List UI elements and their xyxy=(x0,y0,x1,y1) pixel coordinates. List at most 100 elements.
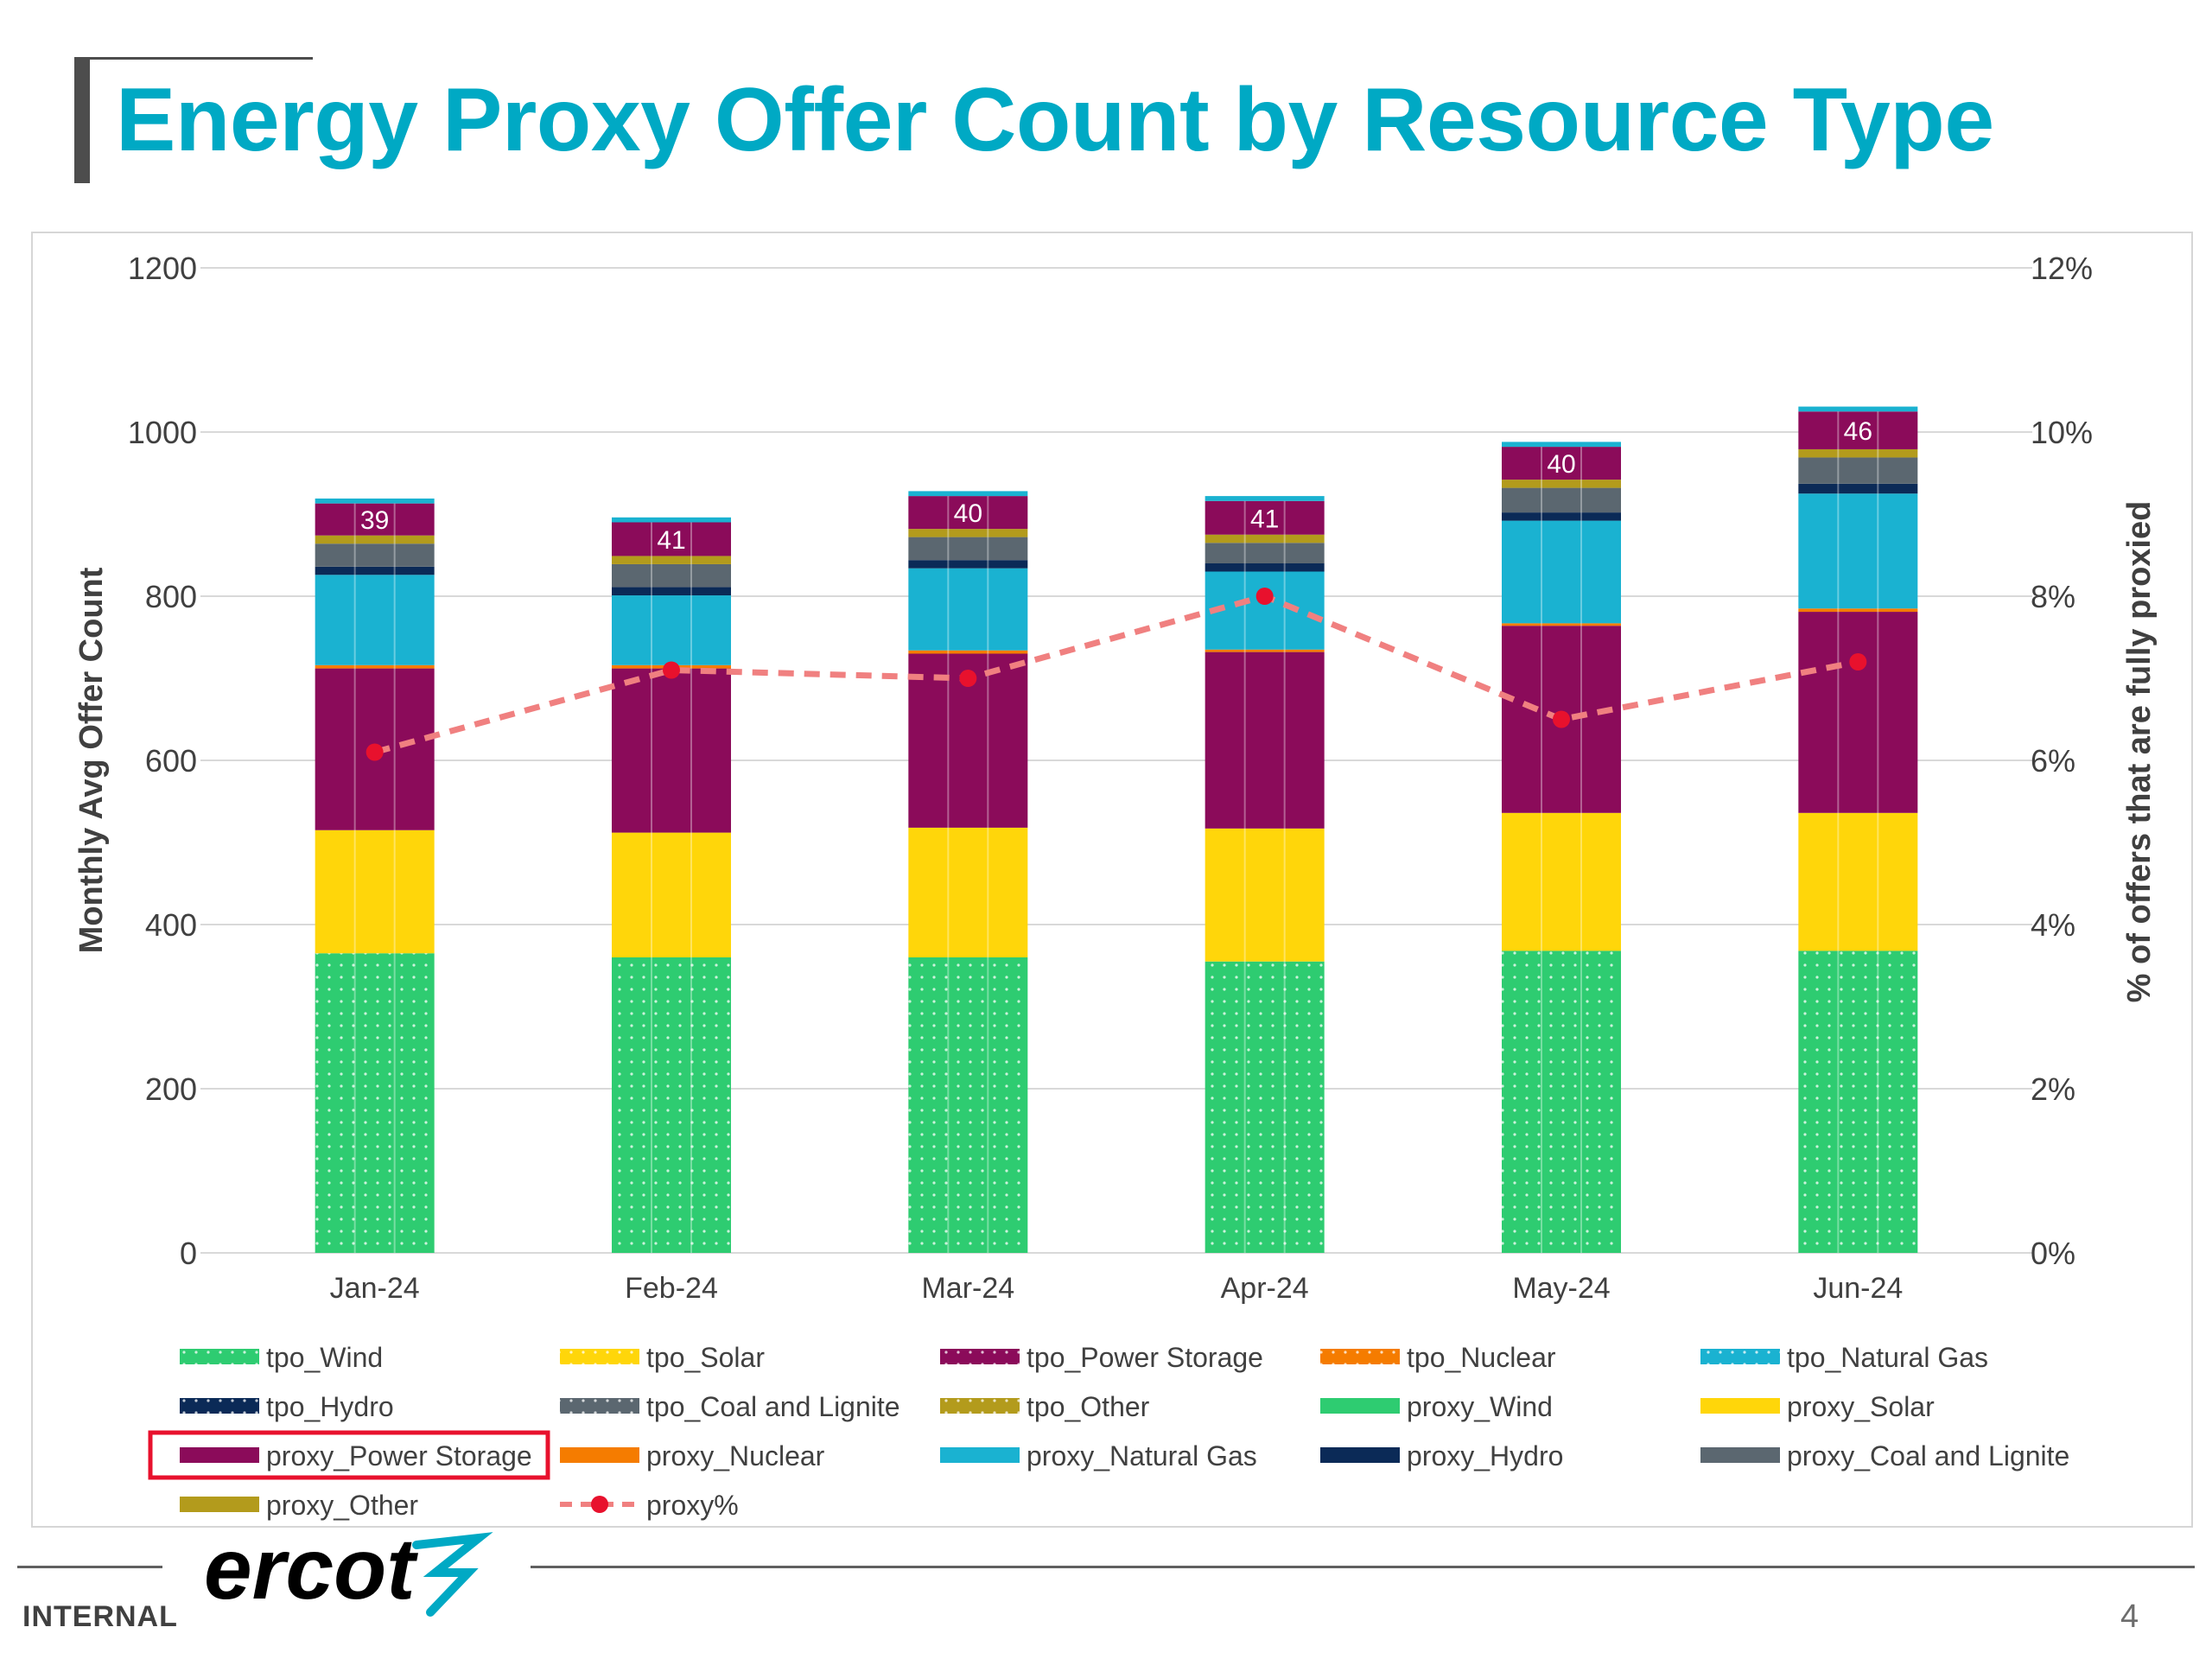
legend-swatch xyxy=(1320,1349,1400,1364)
y-right-tick-label: 0% xyxy=(2031,1236,2075,1271)
title-accent-rule xyxy=(74,57,313,60)
bar-segment xyxy=(315,575,435,665)
x-tick-label: Jun-24 xyxy=(1813,1272,1903,1305)
footer-label: INTERNAL xyxy=(22,1600,178,1633)
legend-item: tpo_Other xyxy=(940,1391,1150,1422)
legend-swatch xyxy=(180,1349,259,1364)
legend-swatch xyxy=(940,1349,1020,1364)
legend-swatch xyxy=(560,1447,639,1463)
legend-item: proxy_Other xyxy=(180,1490,418,1521)
title-accent-bar xyxy=(74,57,90,183)
legend-label: proxy% xyxy=(646,1490,739,1521)
bar-segment xyxy=(315,535,435,544)
y-axis-title: Monthly Avg Offer Count xyxy=(73,567,110,953)
y-tick-label: 1200 xyxy=(128,251,197,286)
legend-item: tpo_Natural Gas xyxy=(1700,1342,1988,1373)
y-right-tick-label: 2% xyxy=(2031,1071,2075,1107)
bar-segment xyxy=(1205,649,1325,652)
bar-segment xyxy=(908,957,1028,1253)
bar-segment xyxy=(1798,448,1918,458)
bar-segment xyxy=(1205,571,1325,650)
proxy-percent-point xyxy=(663,661,680,679)
legend-label: proxy_Nuclear xyxy=(646,1440,825,1471)
bar-segment xyxy=(1502,512,1621,521)
data-label: 41 xyxy=(657,526,685,555)
legend-item: proxy_Natural Gas xyxy=(940,1440,1257,1471)
bar-segment xyxy=(1502,480,1621,488)
bar-segment-top xyxy=(315,503,435,536)
bar-segment xyxy=(1798,457,1918,484)
legend-swatch xyxy=(940,1447,1020,1463)
footer-rule-right xyxy=(531,1566,2195,1568)
legend-item: tpo_Coal and Lignite xyxy=(560,1391,900,1422)
bar-segment xyxy=(1798,612,1918,813)
bar-segment-cap xyxy=(612,517,731,523)
bar-segment xyxy=(1502,623,1621,626)
bar-segment-cap xyxy=(908,491,1028,497)
legend-swatch xyxy=(1320,1447,1400,1463)
bar-segment xyxy=(1798,812,1918,951)
legend-swatch xyxy=(560,1398,639,1414)
footer-rule-left xyxy=(17,1566,162,1568)
legend-swatch xyxy=(560,1349,639,1364)
legend-item: tpo_Wind xyxy=(180,1342,383,1373)
proxy-percent-point xyxy=(1849,653,1867,671)
bar-segment xyxy=(612,587,731,596)
bar-segment-cap xyxy=(1205,496,1325,501)
bar-segment xyxy=(612,957,731,1253)
bar-segment xyxy=(1798,493,1918,609)
x-tick-label: May-24 xyxy=(1512,1272,1610,1305)
bar-segment xyxy=(612,556,731,564)
y-right-tick-label: 4% xyxy=(2031,907,2075,943)
bar-segment xyxy=(908,560,1028,569)
bar-segment-top xyxy=(908,496,1028,530)
legend-item: proxy% xyxy=(560,1490,739,1521)
bar-segment xyxy=(1205,828,1325,962)
data-label: 41 xyxy=(1250,505,1279,533)
y-right-axis-title: % of offers that are fully proxied xyxy=(2121,501,2158,1003)
bar-segment-top xyxy=(1798,411,1918,449)
bar-segment xyxy=(1798,483,1918,494)
legend-item: tpo_Solar xyxy=(560,1342,765,1373)
legend-swatch xyxy=(180,1398,259,1414)
bar-segment xyxy=(908,537,1028,561)
bar-segment xyxy=(1205,652,1325,829)
legend-label: proxy_Other xyxy=(266,1490,418,1521)
legend-label: tpo_Wind xyxy=(266,1342,383,1373)
bar-segment xyxy=(908,568,1028,651)
bar-segment xyxy=(315,566,435,575)
legend-swatch xyxy=(1700,1447,1780,1463)
legend-label: proxy_Power Storage xyxy=(266,1440,532,1471)
bar-segment xyxy=(1205,543,1325,563)
ercot-logo: ercot xyxy=(204,1519,515,1627)
x-tick-label: Feb-24 xyxy=(625,1272,718,1305)
legend-swatch xyxy=(940,1398,1020,1414)
legend-label: tpo_Hydro xyxy=(266,1391,394,1422)
legend-swatch xyxy=(1700,1398,1780,1414)
bar-segment xyxy=(1502,520,1621,624)
x-tick-label: Mar-24 xyxy=(921,1272,1014,1305)
bar-segment-cap xyxy=(315,498,435,504)
bar-segment xyxy=(315,664,435,669)
bar-segment xyxy=(612,563,731,588)
stacked-bar-chart: 0 200 400 600 800 1000 1200 0% 2% 4% 6% 8% 10% 12% Mon… xyxy=(73,251,2158,1521)
legend-label: tpo_Coal and Lignite xyxy=(646,1391,900,1422)
y-right-tick-label: 10% xyxy=(2031,415,2093,450)
x-tick-label: Jan-24 xyxy=(330,1272,420,1305)
ercot-logo-text: ercot xyxy=(204,1521,418,1618)
bar-segment xyxy=(1502,487,1621,513)
bar-segment-cap xyxy=(1502,442,1621,448)
legend-label: tpo_Power Storage xyxy=(1027,1342,1263,1373)
proxy-percent-point xyxy=(1255,588,1274,605)
y-right-tick-label: 12% xyxy=(2031,251,2093,286)
bar-segment xyxy=(612,668,731,833)
data-label: 46 xyxy=(1844,417,1872,446)
bar-segment xyxy=(1205,563,1325,572)
bar-segment xyxy=(908,650,1028,654)
legend-label: tpo_Nuclear xyxy=(1407,1342,1556,1373)
legend-label: tpo_Other xyxy=(1027,1391,1150,1422)
legend-item: tpo_Hydro xyxy=(180,1391,394,1422)
chart-frame: 0 200 400 600 800 1000 1200 0% 2% 4% 6% 8% 10% 12% Mon… xyxy=(31,232,2193,1528)
legend-label: proxy_Hydro xyxy=(1407,1440,1563,1471)
legend-swatch xyxy=(180,1447,259,1463)
